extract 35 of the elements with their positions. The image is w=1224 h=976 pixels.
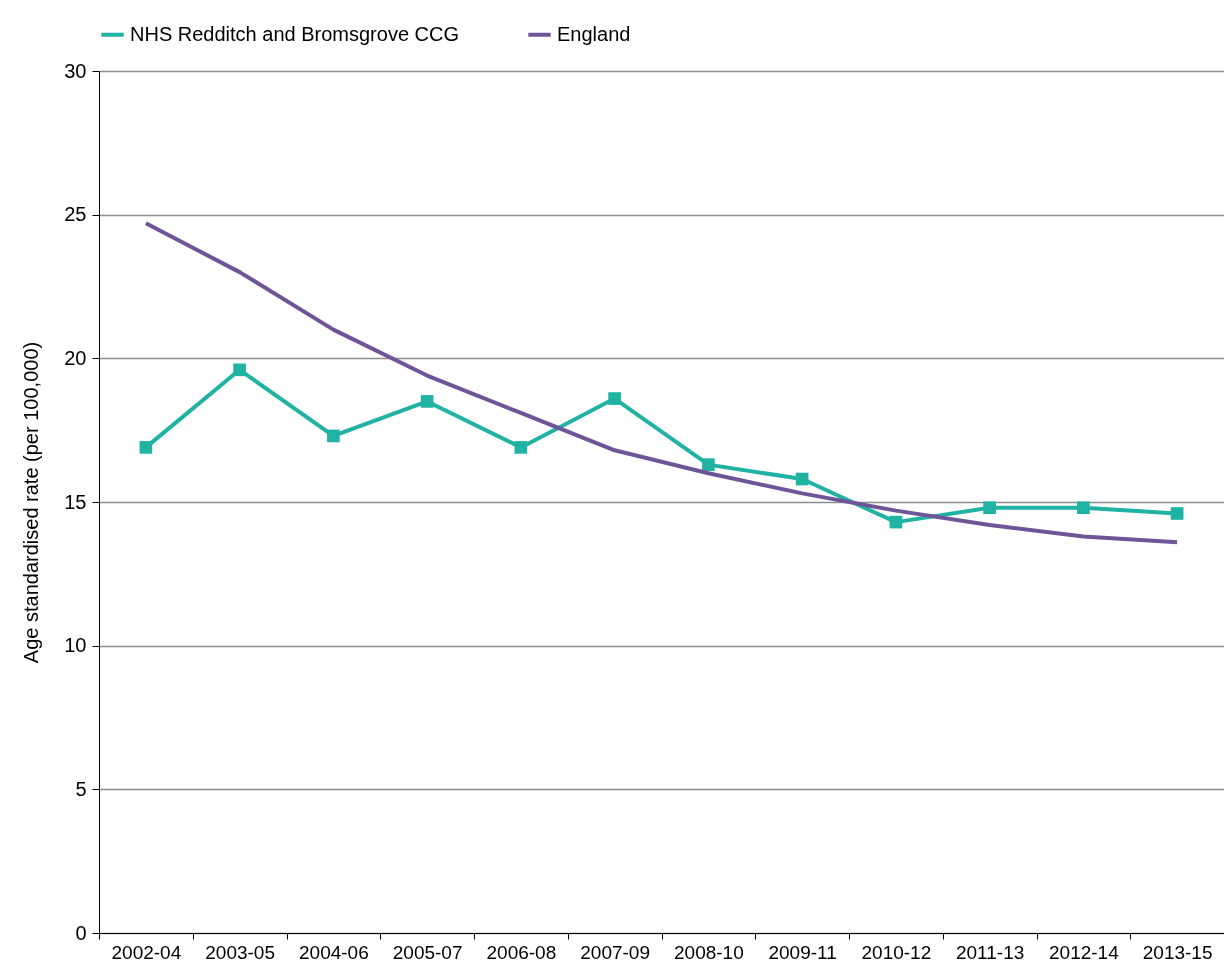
y-tick-label: 25 (64, 203, 87, 226)
point (795, 472, 809, 486)
x-tick-label: 2002-04 (111, 941, 182, 963)
y-tick-label: 10 (64, 634, 87, 657)
point (233, 363, 246, 377)
x-tick-label: 2012-14 (1049, 941, 1120, 963)
x-tick-label: 2013-15 (1142, 941, 1213, 963)
x-tick-label: 2011-13 (955, 941, 1025, 963)
x-tick-label: 2009-11 (768, 941, 837, 963)
x-tick-label: 2004-06 (299, 941, 369, 963)
point (139, 441, 153, 454)
x-tick-label: 2006-08 (486, 941, 557, 963)
point (608, 392, 621, 405)
line-series (143, 221, 1180, 545)
legend-label: England (557, 22, 631, 45)
y-tick-label: 20 (64, 346, 87, 369)
x-tick-label: 2008-10 (674, 941, 744, 963)
y-tick-label: 5 (75, 777, 87, 800)
x-tick-label: 2007-09 (580, 941, 650, 963)
y-axis-title: Age standardised rate (per 100,000) (20, 341, 43, 664)
x-tick-label: 2005-07 (392, 941, 463, 963)
point (1077, 501, 1090, 515)
x-tick-label: 2010-12 (861, 941, 932, 963)
point (983, 501, 996, 515)
point (889, 515, 903, 529)
legend-label: NHS Redditch and Bromsgrove CCG (130, 22, 460, 45)
point (420, 395, 434, 408)
point (514, 441, 528, 454)
y-tick-label: 30 (64, 59, 87, 82)
point (702, 458, 715, 471)
y-tick-label: 0 (75, 921, 87, 944)
y-tick-label: 15 (64, 490, 87, 513)
x-tick-label: 2003-05 (205, 941, 275, 963)
point (327, 429, 340, 443)
point (1170, 507, 1184, 520)
